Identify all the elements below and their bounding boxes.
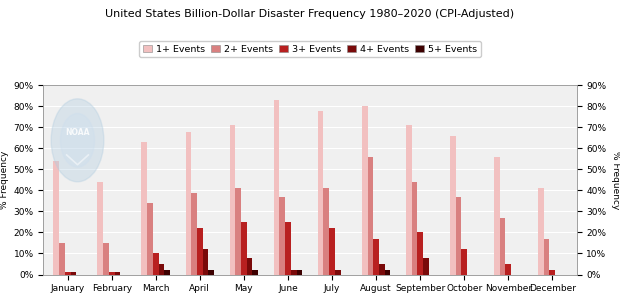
Bar (53, 161, 59, 274)
Bar (115, 272, 120, 274)
Bar (384, 270, 391, 274)
Bar (280, 197, 285, 274)
Bar (229, 125, 236, 274)
Bar (362, 106, 368, 274)
Bar (59, 243, 64, 274)
Bar (500, 218, 505, 274)
Bar (185, 132, 191, 274)
Bar (241, 222, 247, 274)
Bar (549, 270, 556, 274)
Bar (159, 264, 164, 274)
Bar (273, 100, 280, 274)
Bar (317, 111, 324, 274)
Bar (368, 157, 373, 274)
Bar (203, 249, 208, 274)
Bar (247, 258, 252, 274)
Bar (450, 136, 456, 274)
Bar (197, 228, 203, 274)
Circle shape (51, 99, 104, 182)
Bar (71, 272, 76, 274)
Y-axis label: % Frequency: % Frequency (611, 151, 620, 209)
Bar (379, 264, 384, 274)
Bar (103, 243, 109, 274)
Bar (97, 182, 103, 274)
Bar (461, 249, 467, 274)
Bar (505, 264, 511, 274)
Bar (236, 188, 241, 274)
Text: NOAA: NOAA (65, 128, 90, 138)
Bar (64, 272, 71, 274)
Bar (544, 239, 549, 274)
Legend: 1+ Events, 2+ Events, 3+ Events, 4+ Events, 5+ Events: 1+ Events, 2+ Events, 3+ Events, 4+ Even… (140, 41, 480, 57)
Bar (291, 270, 296, 274)
Text: United States Billion-Dollar Disaster Frequency 1980–2020 (CPI-Adjusted): United States Billion-Dollar Disaster Fr… (105, 9, 515, 19)
Bar (296, 270, 303, 274)
Bar (538, 188, 544, 274)
Bar (109, 272, 115, 274)
Bar (147, 203, 153, 274)
Bar (406, 125, 412, 274)
Bar (285, 222, 291, 274)
Bar (456, 197, 461, 274)
Bar (208, 270, 214, 274)
Y-axis label: % Frequency: % Frequency (1, 151, 9, 209)
Bar (252, 270, 258, 274)
Bar (329, 228, 335, 274)
Bar (164, 270, 170, 274)
Bar (191, 192, 197, 274)
Bar (324, 188, 329, 274)
Bar (423, 258, 429, 274)
Bar (335, 270, 340, 274)
Bar (153, 253, 159, 274)
Bar (141, 142, 147, 274)
Bar (412, 182, 417, 274)
Bar (494, 157, 500, 274)
Bar (417, 232, 423, 274)
Circle shape (61, 113, 94, 167)
Bar (373, 239, 379, 274)
